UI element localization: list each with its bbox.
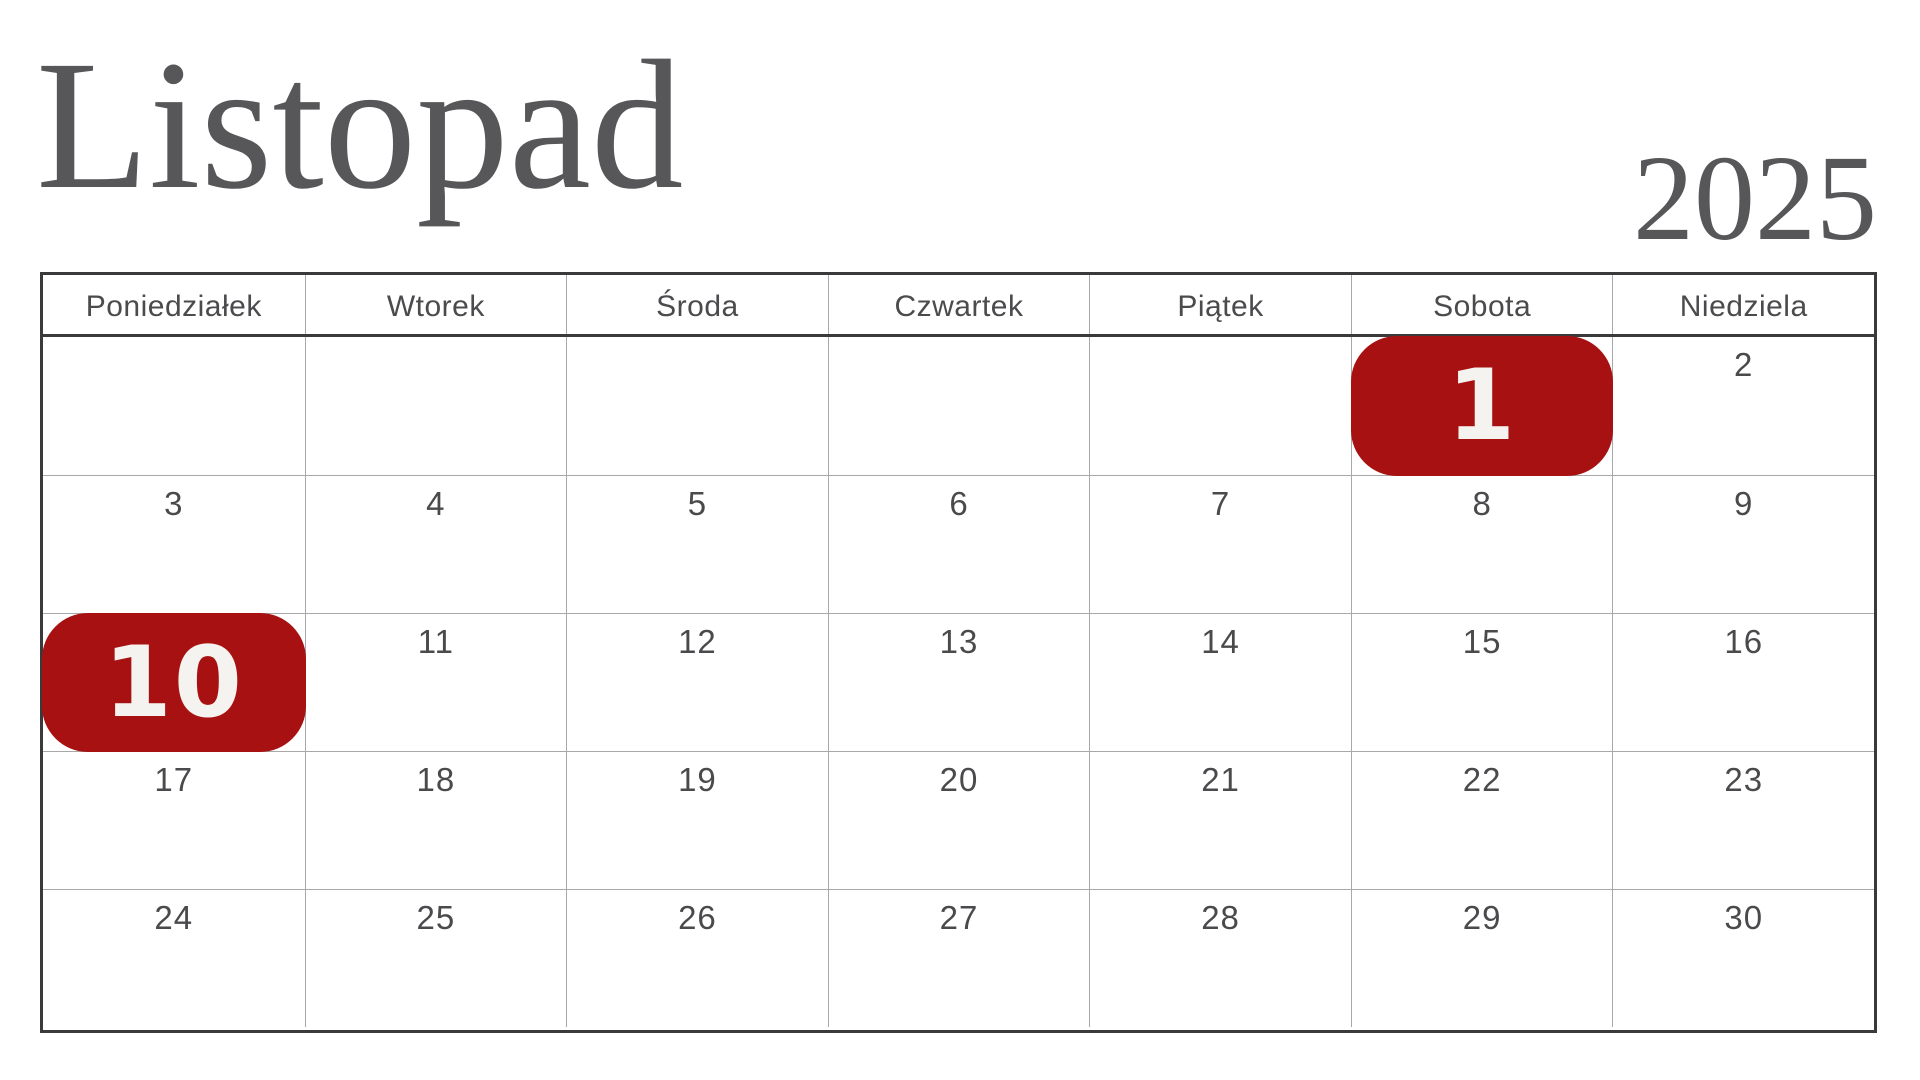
day-number: 18 [416,761,456,798]
day-number: 16 [1724,623,1764,660]
month-title: Listopad [36,23,684,228]
day-number: 28 [1201,899,1240,936]
day-cell-empty [566,337,828,475]
day-number: 11 [417,623,454,660]
day-cell-9[interactable]: 9 [1612,475,1874,613]
day-number: 4 [426,485,446,522]
weekday-header-1: Wtorek [304,275,567,334]
weekday-header-5: Sobota [1350,275,1613,334]
day-cell-12[interactable]: 12 [566,613,828,751]
day-cell-8[interactable]: 8 [1350,475,1613,613]
day-number: 6 [949,485,969,522]
day-number: 14 [1201,623,1240,660]
day-number: 3 [164,485,184,522]
day-cell-27[interactable]: 27 [827,889,1090,1027]
day-cell-28[interactable]: 28 [1089,889,1351,1027]
day-number: 26 [678,899,717,936]
day-cell-15[interactable]: 15 [1350,613,1613,751]
day-number: 29 [1462,899,1502,936]
calendar-table: Poniedziałek Wtorek Środa Czwartek Piątek Sob… [40,272,1877,1033]
day-number: 1 [1447,349,1518,463]
day-number: 27 [939,899,979,936]
weekday-header-3: Czwartek [827,275,1090,334]
year-label: 2025 [1633,131,1877,266]
highlighted-day-pill-10[interactable]: 10 [42,613,306,752]
day-cell-24[interactable]: 24 [43,889,305,1027]
day-cell-3[interactable]: 3 [43,475,305,613]
day-number: 13 [939,623,979,660]
day-number: 20 [939,761,979,798]
day-number: 17 [154,761,194,798]
day-number: 9 [1734,485,1754,522]
day-number: 21 [1201,761,1240,798]
day-cell-empty [827,337,1090,475]
day-cell-10[interactable]: 10 [42,613,306,752]
day-number: 8 [1472,485,1492,522]
day-number: 7 [1210,485,1231,522]
day-cell-empty [304,337,567,475]
day-cell-19[interactable]: 19 [566,751,828,889]
day-cell-18[interactable]: 18 [304,751,567,889]
day-number: 10 [103,625,244,740]
day-cell-14[interactable]: 14 [1089,613,1351,751]
weekday-header-0: Poniedziałek [85,289,262,323]
day-cell-22[interactable]: 22 [1350,751,1613,889]
day-cell-26[interactable]: 26 [566,889,828,1027]
highlighted-day-pill-1[interactable]: 1 [1350,336,1614,476]
day-cell-4[interactable]: 4 [304,475,567,613]
day-number: 30 [1724,899,1764,936]
weekday-header-2: Środa [566,275,828,334]
day-number: 19 [678,761,717,798]
day-cell-29[interactable]: 29 [1350,889,1613,1027]
day-number: 25 [416,899,456,936]
day-number: 22 [1462,761,1502,798]
weekday-header-6: Niedziela [1612,275,1874,334]
day-cell-25[interactable]: 25 [304,889,567,1027]
day-cell-21[interactable]: 21 [1089,751,1351,889]
day-cell-empty [43,337,305,475]
day-cell-13[interactable]: 13 [827,613,1090,751]
day-cell-5[interactable]: 5 [566,475,828,613]
day-cell-30[interactable]: 30 [1612,889,1874,1027]
day-cell-7[interactable]: 7 [1089,475,1351,613]
day-number: 23 [1724,761,1764,798]
calendar-grid: 1 2 3 4 5 6 7 8 9 10 11 12 13 14 15 16 17 18 19 20 21 22 23 24 2… [42,336,1874,1027]
weekday-header-row: Poniedziałek Wtorek Środa Czwartek Piątek Sob… [43,275,1874,337]
day-number: 2 [1734,346,1754,383]
weekday-header-4: Piątek [1089,275,1351,334]
day-cell-20[interactable]: 20 [827,751,1090,889]
day-cell-2[interactable]: 2 [1612,337,1874,475]
day-number: 5 [687,485,708,522]
day-cell-6[interactable]: 6 [827,475,1090,613]
day-cell-empty [1089,337,1351,475]
day-number: 15 [1462,623,1502,660]
day-cell-16[interactable]: 16 [1612,613,1874,751]
day-number: 12 [678,623,717,660]
day-number: 24 [154,899,194,936]
day-cell-1[interactable]: 1 [1350,336,1614,476]
day-cell-11[interactable]: 11 [304,613,567,751]
day-cell-23[interactable]: 23 [1612,751,1874,889]
day-cell-17[interactable]: 17 [43,751,305,889]
